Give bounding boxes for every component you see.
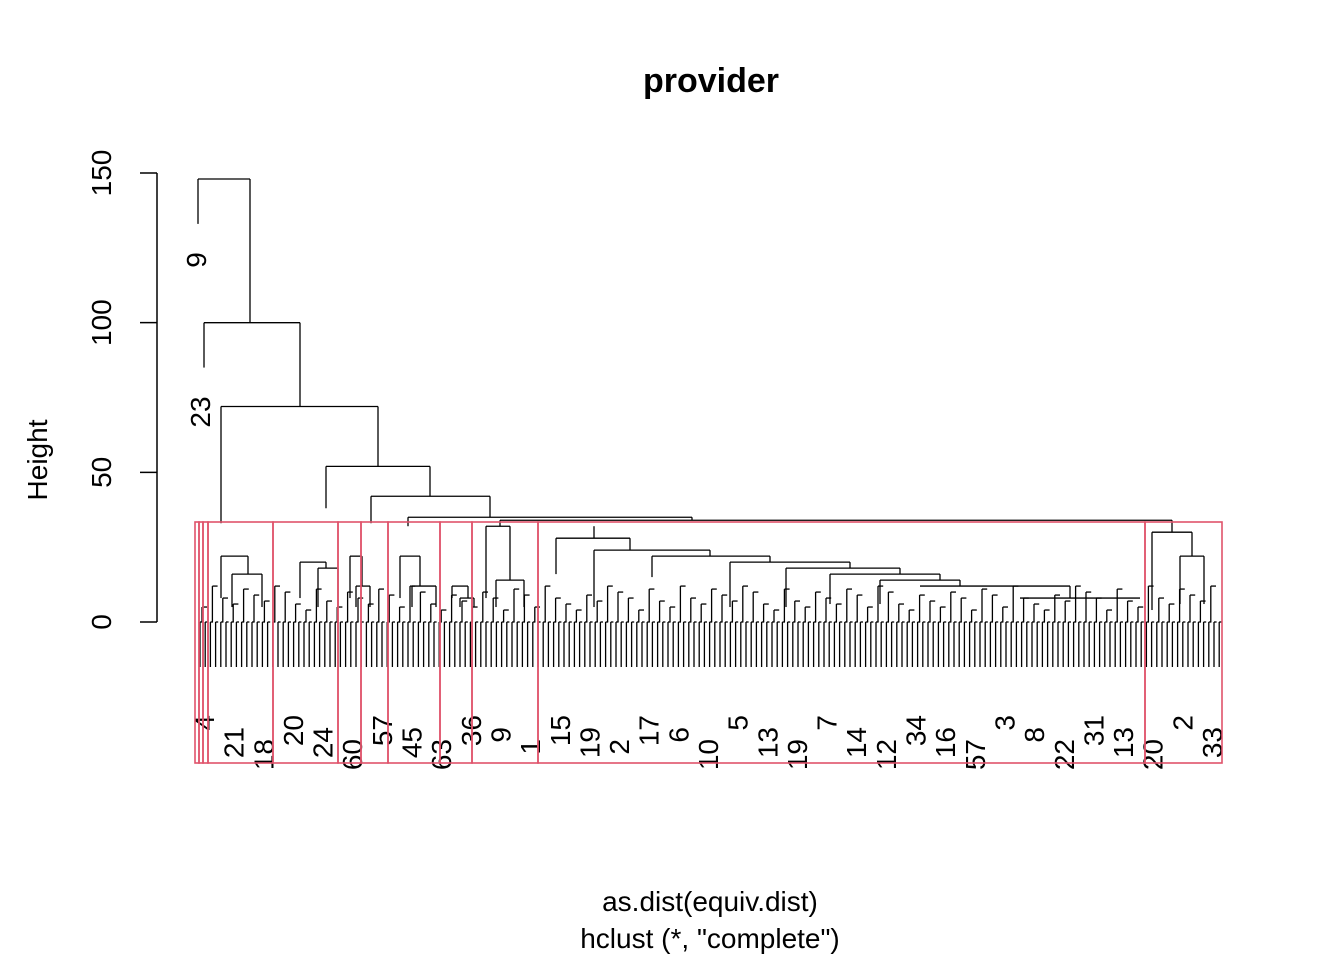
method-sublabel: hclust (*, "complete") bbox=[580, 923, 840, 954]
y-tick-label: 150 bbox=[86, 150, 117, 197]
leaf-labels: 9234211820246057456336911519217610513197… bbox=[181, 252, 1228, 770]
y-tick-label: 100 bbox=[86, 299, 117, 346]
leaf-label: 2 bbox=[1167, 715, 1198, 731]
leaf-label: 24 bbox=[308, 727, 339, 758]
leaf-label: 19 bbox=[574, 727, 605, 758]
leaf-label: 16 bbox=[930, 727, 961, 758]
y-axis: 0 50 100 150 bbox=[86, 150, 158, 630]
leaf-label: 5 bbox=[723, 715, 754, 731]
leaf-label: 60 bbox=[337, 739, 368, 770]
dendrogram-tree bbox=[197, 178, 1222, 667]
leaf-label: 2 bbox=[604, 739, 635, 755]
leaf-label: 13 bbox=[752, 727, 783, 758]
chart-title: provider bbox=[643, 62, 779, 100]
leaf-label: 20 bbox=[1138, 739, 1169, 770]
leaf-label: 15 bbox=[545, 715, 576, 746]
y-axis-label: Height bbox=[22, 419, 53, 500]
leaf-label: 31 bbox=[1078, 715, 1109, 746]
cluster-rect bbox=[1144, 521, 1223, 764]
leaf-label: 1 bbox=[515, 739, 546, 755]
leaf-label: 33 bbox=[1197, 727, 1228, 758]
leaf-label: 19 bbox=[782, 739, 813, 770]
leaf-label: 18 bbox=[248, 739, 279, 770]
leaf-label: 57 bbox=[367, 715, 398, 746]
leaf-label: 21 bbox=[219, 727, 250, 758]
leaf-label: 57 bbox=[960, 739, 991, 770]
x-axis-label: as.dist(equiv.dist) bbox=[602, 886, 818, 917]
leaf-label: 9 bbox=[485, 727, 516, 743]
leaf-label: 14 bbox=[841, 727, 872, 758]
leaf-label: 10 bbox=[693, 739, 724, 770]
leaf-label: 9 bbox=[181, 252, 212, 268]
leaf-label: 13 bbox=[1108, 727, 1139, 758]
y-tick-label: 0 bbox=[86, 614, 117, 630]
cluster-rectangles bbox=[194, 521, 1223, 764]
leaf-label: 20 bbox=[278, 715, 309, 746]
leaf-label: 23 bbox=[185, 396, 216, 427]
leaf-label: 45 bbox=[397, 727, 428, 758]
leaf-label: 7 bbox=[812, 715, 843, 731]
leaf-label: 63 bbox=[426, 739, 457, 770]
leaf-label: 4 bbox=[189, 715, 220, 731]
leaf-label: 22 bbox=[1049, 739, 1080, 770]
leaf-label: 12 bbox=[871, 739, 902, 770]
leaf-label: 3 bbox=[989, 715, 1020, 731]
leaf-label: 17 bbox=[634, 715, 665, 746]
leaf-label: 34 bbox=[901, 715, 932, 746]
leaf-label: 8 bbox=[1019, 727, 1050, 743]
y-tick-label: 50 bbox=[86, 457, 117, 488]
leaf-label: 6 bbox=[663, 727, 694, 743]
